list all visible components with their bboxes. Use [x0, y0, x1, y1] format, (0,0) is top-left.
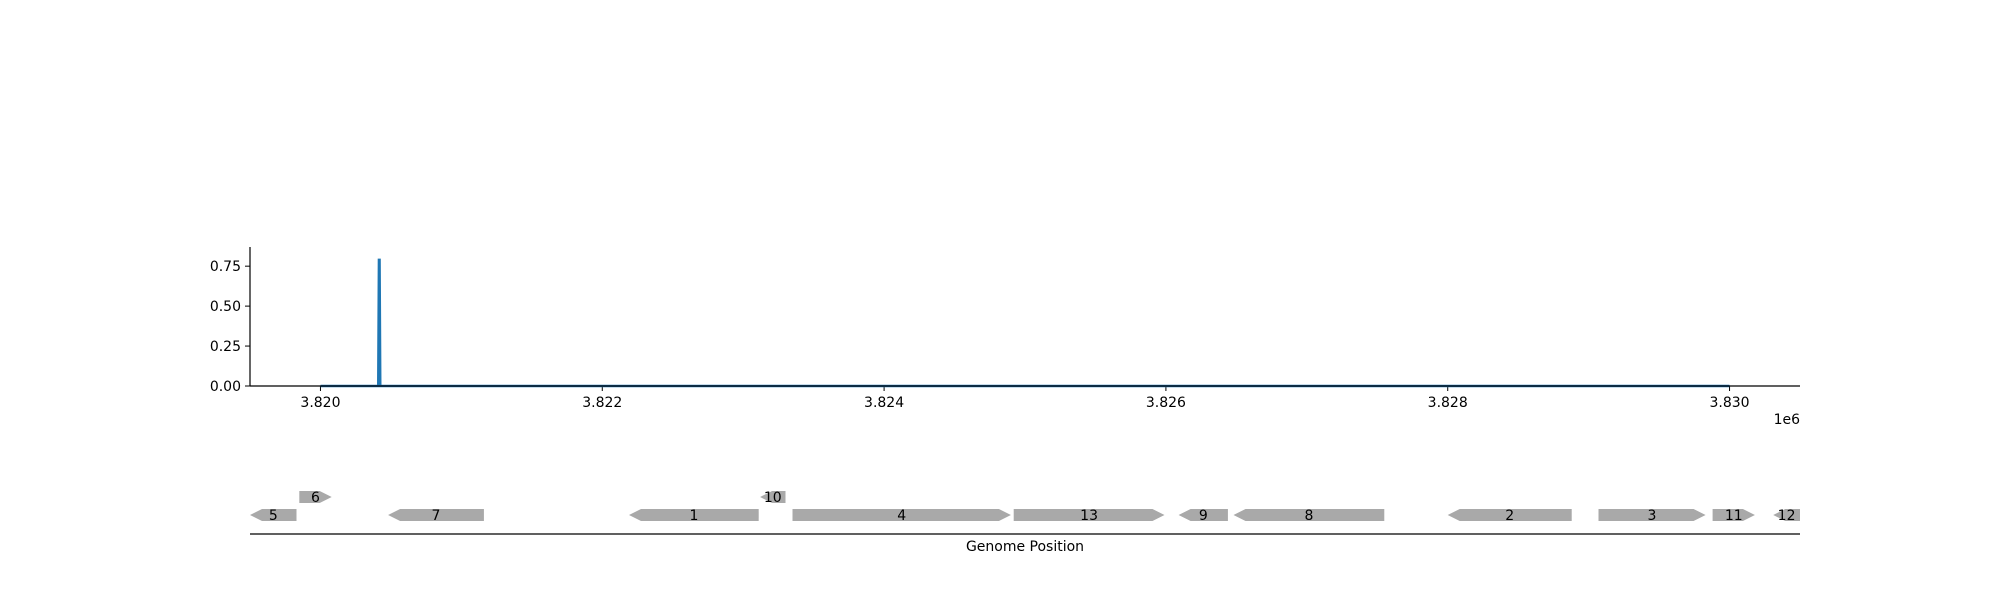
gene-label: 1: [689, 508, 698, 524]
gene-label: 13: [1080, 508, 1098, 524]
gene-arrow: [792, 509, 1011, 521]
gene-label: 2: [1505, 508, 1514, 524]
gene-arrow: [1233, 509, 1385, 521]
gene-arrow: [1712, 509, 1755, 521]
gene-arrow: [1447, 509, 1572, 521]
gene-label: 11: [1725, 508, 1743, 524]
x-tick-label: 3.830: [1709, 395, 1749, 411]
gene-label: 7: [432, 508, 441, 524]
gene-arrow: [299, 491, 332, 503]
gene-arrow: [388, 509, 484, 521]
gene-arrow: [250, 509, 297, 521]
gene-arrow: [1598, 509, 1706, 521]
gene-arrow: [1178, 509, 1228, 521]
gene-label: 12: [1778, 508, 1796, 524]
gene-label: 5: [269, 508, 278, 524]
y-tick-label: 0.25: [210, 339, 241, 355]
gene-arrow: [1013, 509, 1165, 521]
gene-label: 6: [311, 490, 320, 506]
gene-track-xlabel: Genome Position: [966, 539, 1084, 555]
x-tick-label: 3.820: [300, 395, 340, 411]
x-tick-label: 3.822: [582, 395, 622, 411]
gene-track: 5 6 7 1 10 4 13 9 8 2 3 11 12 Genome Position: [250, 490, 1800, 555]
y-axis-ticks: 0.00 0.25 0.50 0.75: [210, 259, 250, 395]
x-tick-label: 3.826: [1146, 395, 1186, 411]
x-axis-offset-text: 1e6: [1774, 412, 1801, 428]
gene-label: 3: [1648, 508, 1657, 524]
y-tick-label: 0.00: [210, 379, 241, 395]
y-tick-label: 0.75: [210, 259, 241, 275]
gene-label: 9: [1199, 508, 1208, 524]
x-axis-ticks: 3.820 3.822 3.824 3.826 3.828 3.830: [300, 386, 1750, 411]
y-tick-label: 0.50: [210, 299, 241, 315]
signal-plot: 0.000.250.500.75 3.820 3.822 3.824 3.826 3.8…: [210, 247, 1800, 428]
gene-label: 8: [1304, 508, 1313, 524]
gene-arrow: [760, 491, 786, 503]
gene-arrow: [1773, 509, 1800, 521]
x-tick-label: 3.828: [1428, 395, 1468, 411]
gene-label: 10: [764, 490, 782, 506]
x-tick-label: 3.824: [864, 395, 904, 411]
gene-features: 5 6 7 1 10 4 13 9 8 2 3 11 12: [250, 490, 1800, 524]
gene-arrow: [629, 509, 759, 521]
gene-label: 4: [897, 508, 906, 524]
